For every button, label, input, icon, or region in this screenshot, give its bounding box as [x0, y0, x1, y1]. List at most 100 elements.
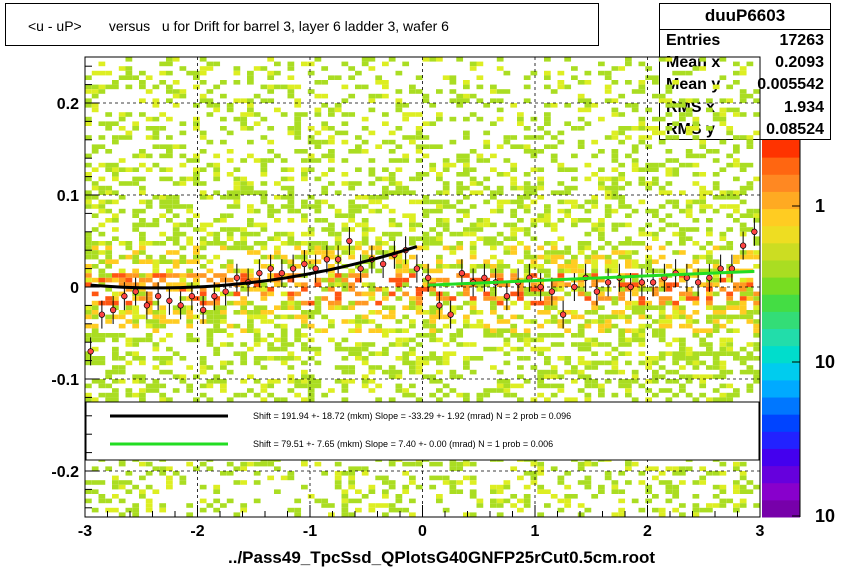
heatmap-cell — [631, 379, 639, 384]
heatmap-cell — [233, 310, 241, 315]
heatmap-cell — [496, 231, 504, 237]
palette-color-band — [762, 277, 800, 295]
heatmap-cell — [301, 342, 308, 347]
heatmap-cell — [186, 365, 194, 370]
heatmap-cell — [571, 342, 578, 347]
profile-marker — [143, 302, 151, 309]
heatmap-cell — [712, 319, 720, 324]
heatmap-cell — [584, 103, 592, 108]
heatmap-cell — [496, 383, 504, 389]
heatmap-cell — [166, 204, 173, 209]
heatmap-cell — [132, 250, 140, 255]
heatmap-cell — [496, 319, 504, 324]
heatmap-cell — [206, 333, 214, 338]
heatmap-cell — [132, 213, 140, 218]
heatmap-cell — [672, 369, 680, 375]
heatmap-cell — [598, 484, 605, 490]
heatmap-cell — [618, 333, 626, 338]
heatmap-cell — [746, 213, 754, 218]
heatmap-cell — [301, 369, 308, 375]
heatmap-cell — [334, 103, 342, 108]
heatmap-cell — [132, 351, 140, 356]
heatmap-cell — [658, 282, 666, 287]
heatmap-cell — [537, 383, 545, 389]
heatmap-cell — [98, 259, 106, 264]
heatmap-cell — [388, 231, 396, 237]
heatmap-cell — [247, 112, 254, 117]
heatmap-cell — [753, 379, 761, 384]
heatmap-cell — [267, 213, 275, 218]
heatmap-cell — [233, 176, 241, 182]
heatmap-cell — [179, 176, 187, 182]
heatmap-cell — [571, 264, 578, 269]
heatmap-cell — [260, 264, 268, 269]
heatmap-cell — [557, 323, 565, 329]
heatmap-cell — [604, 208, 612, 214]
heatmap-cell — [449, 116, 457, 122]
heatmap-cell — [476, 222, 484, 228]
heatmap-cell — [544, 310, 551, 315]
heatmap-cell — [91, 379, 99, 384]
heatmap-cell — [368, 107, 376, 113]
heatmap-cell — [739, 222, 747, 228]
heatmap-cell — [348, 213, 356, 218]
heatmap-cell — [85, 103, 92, 108]
heatmap-cell — [334, 282, 342, 287]
heatmap-cell — [591, 250, 599, 255]
heatmap-cell — [652, 379, 659, 384]
heatmap-cell — [449, 80, 457, 85]
heatmap-cell — [334, 107, 342, 113]
heatmap-cell — [584, 162, 592, 168]
heatmap-cell — [328, 75, 335, 80]
heatmap-cell — [456, 153, 464, 159]
heatmap-cell — [550, 245, 558, 251]
heatmap-cell — [746, 342, 754, 347]
heatmap-cell — [544, 213, 551, 218]
heatmap-cell — [294, 98, 302, 103]
heatmap-cell — [118, 195, 126, 200]
heatmap-cell — [557, 310, 565, 315]
heatmap-cell — [91, 507, 99, 513]
heatmap-cell — [544, 57, 551, 62]
heatmap-cell — [685, 204, 693, 209]
heatmap-cell — [422, 241, 430, 246]
heatmap-cell — [267, 310, 275, 315]
palette-color-band — [762, 499, 800, 518]
heatmap-cell — [260, 291, 268, 297]
heatmap-cell — [348, 250, 356, 255]
heatmap-cell — [604, 360, 612, 366]
heatmap-cell — [530, 218, 538, 223]
heatmap-cell — [112, 337, 119, 343]
heatmap-cell — [665, 241, 673, 246]
heatmap-cell — [611, 360, 619, 366]
heatmap-cell — [328, 153, 335, 159]
heatmap-cell — [665, 300, 673, 306]
heatmap-cell — [402, 507, 410, 513]
heatmap-cell — [395, 103, 403, 108]
heatmap-cell — [510, 494, 518, 499]
heatmap-cell — [463, 273, 470, 278]
heatmap-cell — [314, 296, 322, 301]
heatmap-cell — [591, 337, 599, 343]
heatmap-cell — [510, 222, 518, 228]
heatmap-cell — [618, 471, 626, 476]
heatmap-cell — [571, 218, 578, 223]
heatmap-cell — [537, 489, 545, 494]
heatmap-cell — [112, 300, 119, 306]
heatmap-cell — [247, 107, 254, 113]
heatmap-cell — [220, 213, 227, 218]
heatmap-cell — [699, 475, 707, 481]
heatmap-cell — [436, 190, 443, 195]
heatmap-cell — [139, 241, 146, 246]
heatmap-cell — [139, 388, 146, 393]
heatmap-cell — [712, 245, 720, 251]
heatmap-cell — [564, 282, 572, 287]
heatmap-cell — [220, 365, 227, 370]
heatmap-cell — [125, 287, 133, 292]
heatmap-cell — [152, 268, 160, 274]
heatmap-cell — [112, 346, 119, 352]
heatmap-cell — [753, 300, 761, 306]
heatmap-cell — [658, 300, 666, 306]
heatmap-cell — [733, 305, 740, 310]
heatmap-cell — [105, 264, 113, 269]
